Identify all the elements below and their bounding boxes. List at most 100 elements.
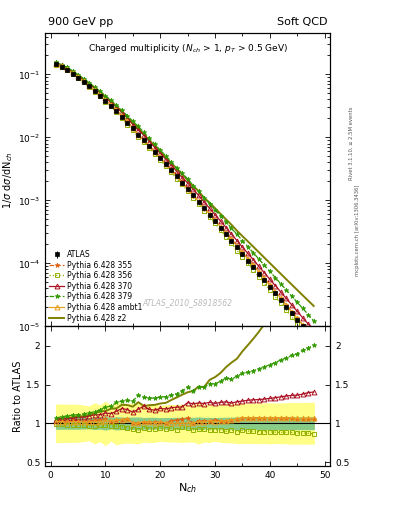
Pythia 6.428 370 [213, 212, 217, 218]
Pythia 6.428 370 [246, 250, 250, 257]
Pythia 6.428 355 [284, 302, 288, 308]
Pythia 6.428 370 [229, 231, 234, 238]
Pythia 6.428 370 [251, 257, 256, 263]
Pythia 6.428 356 [119, 115, 124, 121]
Line: Pythia 6.428 ambt1: Pythia 6.428 ambt1 [54, 61, 316, 340]
Pythia 6.428 379 [191, 183, 195, 189]
Pythia 6.428 ambt1 [119, 113, 124, 119]
Pythia 6.428 355 [125, 118, 130, 124]
Pythia 6.428 z2 [251, 244, 256, 250]
Pythia 6.428 ambt1 [174, 174, 179, 180]
Pythia 6.428 356 [246, 260, 250, 266]
Pythia 6.428 z2 [224, 216, 228, 222]
Pythia 6.428 355 [87, 82, 92, 89]
Pythia 6.428 370 [306, 321, 310, 327]
Pythia 6.428 356 [54, 61, 59, 68]
Pythia 6.428 379 [235, 231, 239, 238]
Pythia 6.428 355 [174, 172, 179, 178]
Pythia 6.428 355 [81, 78, 86, 84]
Pythia 6.428 z2 [257, 249, 261, 255]
Pythia 6.428 356 [289, 314, 294, 320]
Pythia 6.428 356 [229, 240, 234, 246]
Pythia 6.428 355 [163, 161, 168, 167]
Pythia 6.428 z2 [218, 211, 223, 217]
Pythia 6.428 356 [174, 176, 179, 182]
Pythia 6.428 356 [152, 151, 157, 157]
Pythia 6.428 379 [251, 250, 256, 256]
Pythia 6.428 370 [87, 81, 92, 87]
Pythia 6.428 z2 [92, 84, 97, 91]
Pythia 6.428 ambt1 [246, 255, 250, 262]
Pythia 6.428 355 [300, 322, 305, 328]
Pythia 6.428 355 [213, 217, 217, 223]
Pythia 6.428 356 [213, 220, 217, 226]
Line: Pythia 6.428 356: Pythia 6.428 356 [54, 62, 316, 346]
Pythia 6.428 370 [218, 218, 223, 224]
Pythia 6.428 z2 [235, 228, 239, 234]
Pythia 6.428 370 [163, 156, 168, 162]
Pythia 6.428 356 [180, 181, 185, 187]
Pythia 6.428 379 [273, 274, 278, 281]
Pythia 6.428 356 [130, 127, 135, 133]
Pythia 6.428 356 [76, 75, 81, 81]
Pythia 6.428 356 [141, 139, 146, 145]
Pythia 6.428 355 [114, 107, 119, 113]
Y-axis label: Ratio to ATLAS: Ratio to ATLAS [13, 360, 23, 432]
Pythia 6.428 379 [76, 72, 81, 78]
Pythia 6.428 ambt1 [202, 205, 206, 211]
Pythia 6.428 z2 [246, 239, 250, 245]
Text: Charged multiplicity ($N_{ch}$ > 1, $p_T$ > 0.5 GeV): Charged multiplicity ($N_{ch}$ > 1, $p_T… [88, 42, 288, 55]
Pythia 6.428 ambt1 [185, 186, 190, 193]
Pythia 6.428 z2 [103, 94, 108, 100]
Pythia 6.428 ambt1 [311, 335, 316, 341]
Pythia 6.428 ambt1 [262, 275, 267, 282]
Pythia 6.428 z2 [158, 149, 163, 155]
Pythia 6.428 ambt1 [295, 315, 299, 321]
Pythia 6.428 z2 [311, 303, 316, 309]
Line: Pythia 6.428 355: Pythia 6.428 355 [54, 61, 316, 341]
Pythia 6.428 370 [311, 327, 316, 333]
Pythia 6.428 z2 [65, 65, 70, 71]
Pythia 6.428 356 [306, 334, 310, 340]
Pythia 6.428 ambt1 [257, 269, 261, 275]
Pythia 6.428 ambt1 [207, 211, 212, 217]
Pythia 6.428 ambt1 [279, 295, 283, 302]
Pythia 6.428 356 [251, 267, 256, 273]
Pythia 6.428 370 [147, 138, 152, 144]
Pythia 6.428 379 [218, 212, 223, 219]
Pythia 6.428 370 [76, 73, 81, 79]
Pythia 6.428 370 [295, 308, 299, 314]
Y-axis label: 1/$\sigma$ d$\sigma$/dN$_{ch}$: 1/$\sigma$ d$\sigma$/dN$_{ch}$ [1, 151, 15, 208]
Pythia 6.428 379 [125, 113, 130, 119]
Pythia 6.428 370 [224, 225, 228, 231]
Pythia 6.428 355 [103, 96, 108, 102]
Pythia 6.428 z2 [54, 60, 59, 67]
Pythia 6.428 355 [311, 335, 316, 342]
Pythia 6.428 356 [97, 93, 102, 99]
Pythia 6.428 379 [108, 97, 113, 103]
Pythia 6.428 379 [240, 238, 245, 244]
Pythia 6.428 355 [246, 255, 250, 262]
Pythia 6.428 ambt1 [92, 87, 97, 93]
Pythia 6.428 355 [92, 87, 97, 93]
Pythia 6.428 356 [224, 234, 228, 240]
Pythia 6.428 356 [158, 157, 163, 163]
Pythia 6.428 z2 [191, 183, 195, 189]
Pythia 6.428 356 [262, 281, 267, 287]
Pythia 6.428 z2 [130, 120, 135, 126]
Pythia 6.428 379 [174, 165, 179, 171]
Pythia 6.428 ambt1 [300, 322, 305, 328]
Pythia 6.428 370 [65, 65, 70, 71]
Pythia 6.428 379 [158, 147, 163, 153]
Pythia 6.428 ambt1 [76, 74, 81, 80]
Pythia 6.428 370 [262, 270, 267, 276]
Pythia 6.428 379 [59, 61, 64, 68]
Pythia 6.428 355 [268, 282, 272, 288]
Legend: ATLAS, Pythia 6.428 355, Pythia 6.428 356, Pythia 6.428 370, Pythia 6.428 379, P: ATLAS, Pythia 6.428 355, Pythia 6.428 35… [48, 249, 144, 324]
Pythia 6.428 ambt1 [158, 155, 163, 161]
Pythia 6.428 370 [180, 175, 185, 181]
Pythia 6.428 ambt1 [284, 302, 288, 308]
Pythia 6.428 379 [130, 118, 135, 124]
Pythia 6.428 z2 [273, 265, 278, 271]
Pythia 6.428 370 [257, 263, 261, 269]
